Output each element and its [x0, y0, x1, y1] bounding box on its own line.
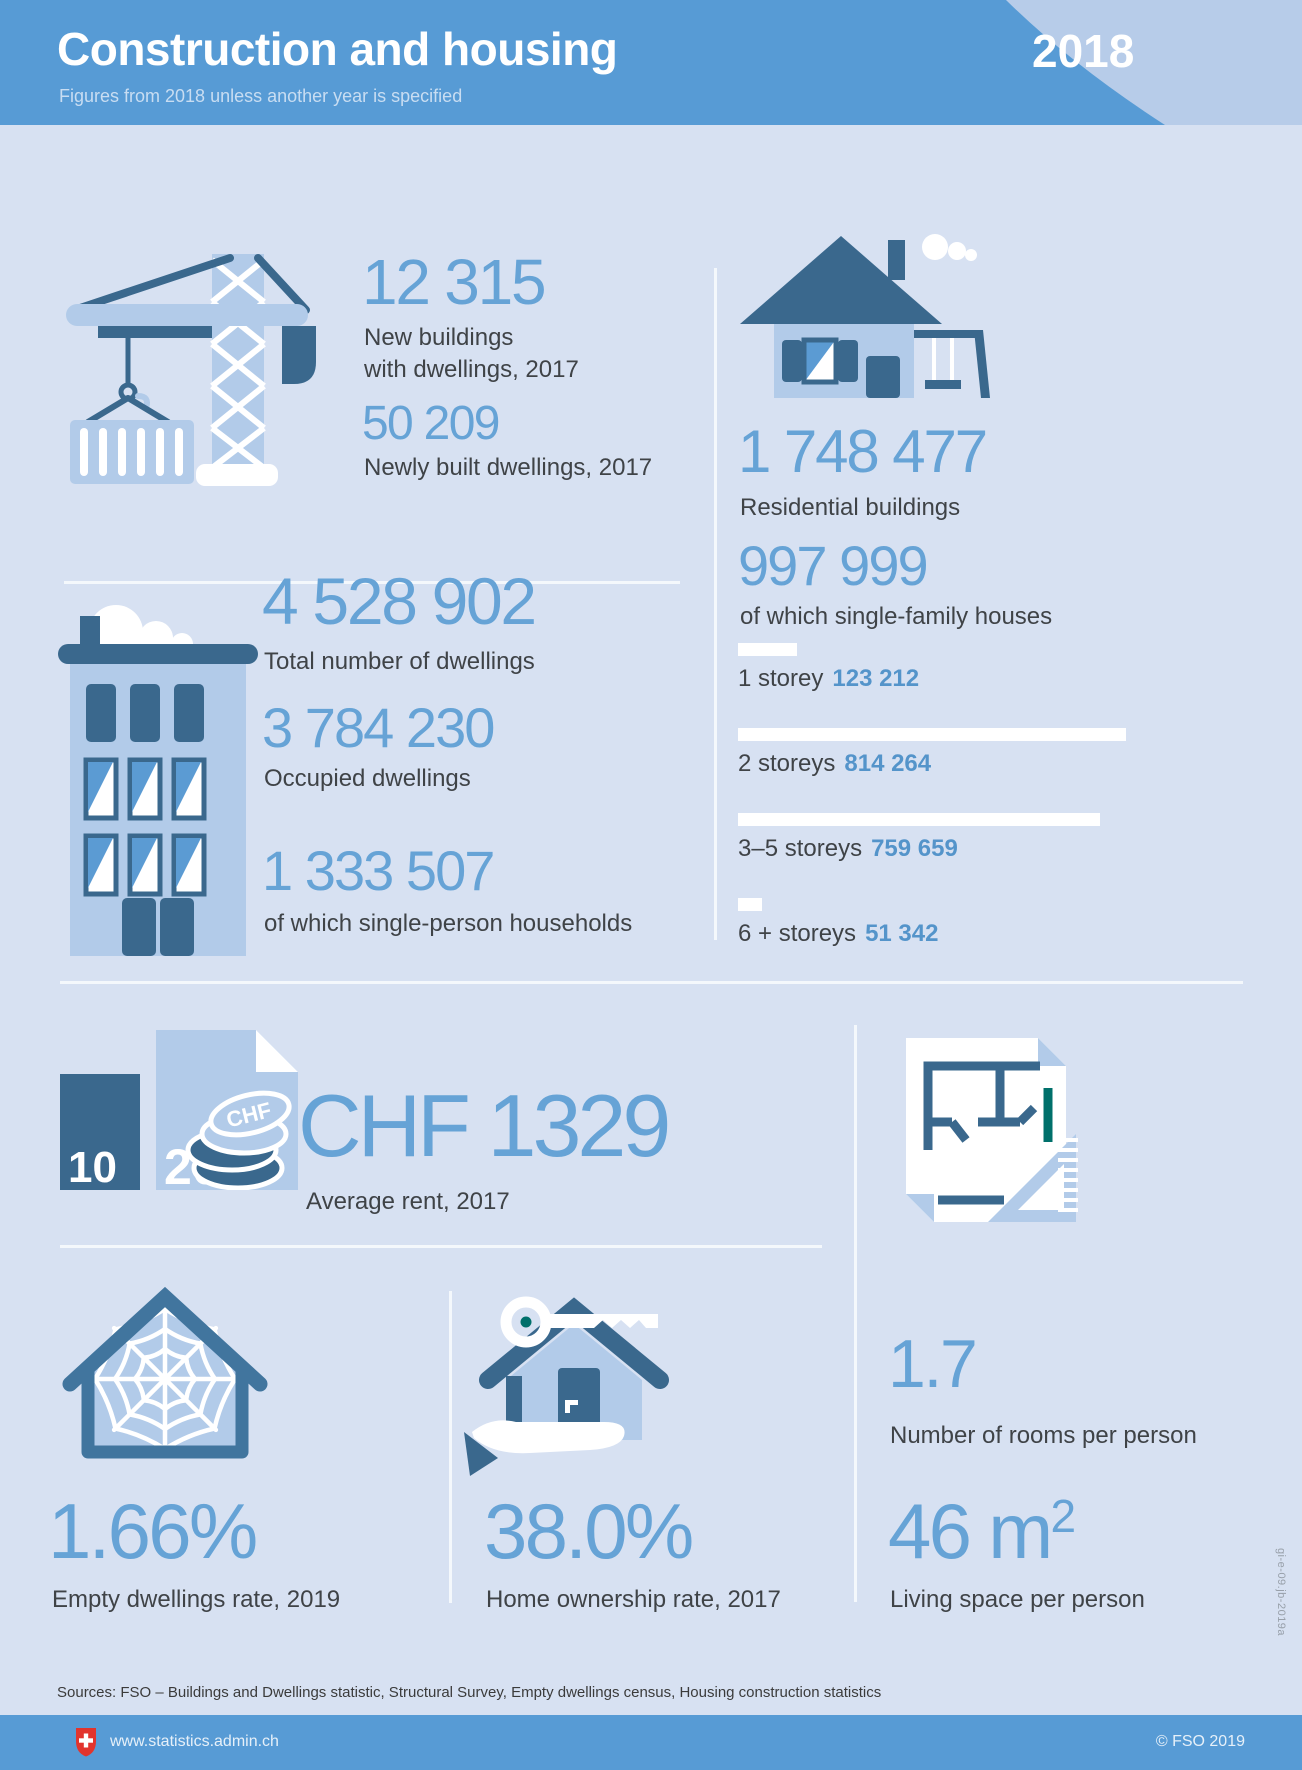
cobweb-house-icon — [60, 1284, 270, 1469]
stat-new-dwellings-label: Newly built dwellings, 2017 — [364, 454, 653, 481]
page-title: Construction and housing — [57, 23, 618, 75]
storey-bar — [738, 643, 797, 656]
stat-single-family-value: 997 999 — [738, 534, 929, 597]
stat-residential-buildings-label: Residential buildings — [740, 494, 961, 521]
storey-bar — [738, 813, 1100, 826]
stat-single-family-label: of which single-family houses — [740, 603, 1053, 630]
storey-row: 2 storeys 814 264 — [738, 728, 1126, 778]
stat-empty-rate-label: Empty dwellings rate, 2019 — [52, 1586, 341, 1613]
sources-line: Sources: FSO – Buildings and Dwellings s… — [57, 1684, 882, 1701]
storey-category: 2 storeys — [738, 750, 836, 777]
stat-ownership-rate-value: 38.0% — [484, 1487, 694, 1575]
stat-new-buildings-label: New buildings with dwellings, 2017 — [364, 324, 579, 383]
stat-single-person-label: of which single-person households — [264, 910, 633, 937]
stat-occupied-dwellings-value: 3 784 230 — [262, 696, 495, 759]
floor-plan-icon — [888, 1030, 1083, 1230]
banknote-10-label: 10 — [68, 1143, 117, 1190]
stat-rooms-per-person-value: 1.7 — [888, 1326, 978, 1402]
squared-superscript: 2 — [1050, 1490, 1077, 1542]
horizontal-divider-rent — [60, 1245, 822, 1248]
storey-bar — [738, 728, 1126, 741]
stat-total-dwellings-label: Total number of dwellings — [264, 648, 535, 675]
storey-label: 3–5 storeys 759 659 — [738, 835, 1100, 863]
stat-total-dwellings-value: 4 528 902 — [262, 564, 537, 638]
vertical-divider-bottom — [449, 1291, 452, 1603]
publication-code: gi-e-09.jb-2019a — [1275, 1547, 1287, 1637]
vertical-divider-top — [714, 268, 717, 940]
header-corner-shape — [1006, 0, 1302, 125]
storey-category: 3–5 storeys — [738, 835, 863, 862]
storey-label: 1 storey 123 212 — [738, 665, 919, 693]
storey-category: 1 storey — [738, 665, 824, 692]
page-subtitle: Figures from 2018 unless another year is… — [59, 86, 463, 106]
stat-empty-rate-value: 1.66% — [48, 1487, 258, 1575]
crane-icon — [60, 226, 345, 486]
header-band: Construction and housing Figures from 20… — [0, 0, 1302, 125]
storey-row: 6 + storeys 51 342 — [738, 898, 938, 948]
footer-url: www.statistics.admin.ch — [110, 1733, 279, 1750]
horizontal-divider-middle — [60, 981, 1243, 984]
stat-living-space-label: Living space per person — [890, 1586, 1145, 1613]
storey-bar — [738, 898, 762, 911]
stat-average-rent-value: CHF 1329 — [298, 1076, 671, 1175]
house-with-swing-icon — [738, 230, 1003, 402]
swiss-flag-icon — [76, 1728, 96, 1757]
storey-value: 51 342 — [865, 920, 939, 947]
stat-occupied-dwellings-label: Occupied dwellings — [264, 765, 471, 792]
stat-average-rent-label: Average rent, 2017 — [306, 1188, 510, 1215]
storey-row: 1 storey 123 212 — [738, 643, 919, 693]
stat-ownership-rate-label: Home ownership rate, 2017 — [486, 1586, 781, 1613]
stat-single-person-value: 1 333 507 — [262, 839, 495, 902]
storey-label: 2 storeys 814 264 — [738, 750, 1126, 778]
stat-residential-buildings-value: 1 748 477 — [738, 418, 988, 485]
stat-living-space-value: 46 m2 — [888, 1487, 1077, 1575]
storey-value: 759 659 — [871, 835, 958, 862]
apartment-building-icon — [58, 596, 258, 956]
storey-row: 3–5 storeys 759 659 — [738, 813, 1100, 863]
storeys-chart: 1 storey 123 212 2 storeys 814 264 3–5 store… — [738, 643, 1138, 948]
footer-copyright: © FSO 2019 — [1155, 1733, 1245, 1750]
horizontal-divider-left — [64, 581, 680, 584]
header-year: 2018 — [1032, 25, 1135, 77]
footer-bar: www.statistics.admin.ch © FSO 2019 — [0, 1715, 1302, 1770]
stat-new-dwellings-value: 50 209 — [362, 397, 500, 450]
key-house-icon — [462, 1280, 712, 1485]
storey-value: 814 264 — [844, 750, 932, 777]
storey-label: 6 + storeys 51 342 — [738, 920, 938, 948]
storey-value: 123 212 — [832, 665, 920, 692]
stat-new-buildings-value: 12 315 — [362, 246, 547, 318]
storey-category: 6 + storeys — [738, 920, 857, 947]
stat-rooms-per-person-label: Number of rooms per person — [890, 1422, 1197, 1449]
vertical-divider-right — [854, 1025, 857, 1602]
money-icon: 10 20 CHF — [60, 1022, 300, 1195]
